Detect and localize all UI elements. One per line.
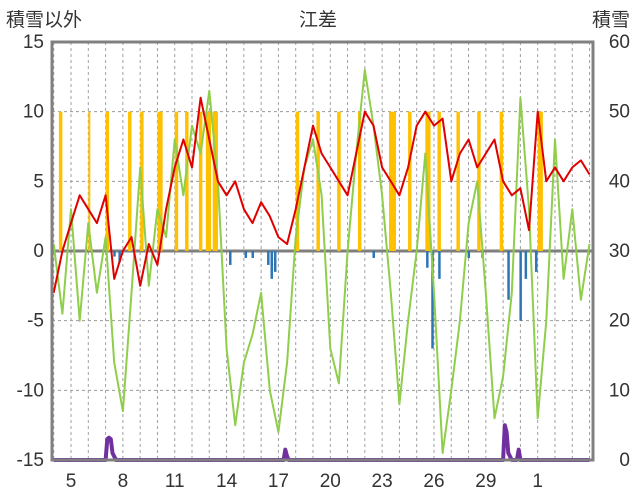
- left-tick-label: 15: [23, 32, 44, 53]
- precipitation-bar: [244, 251, 248, 258]
- temperature-line: [52, 68, 591, 454]
- left-tick-label: -10: [17, 380, 44, 401]
- sunshine-bar: [408, 111, 412, 252]
- right-tick-label: 30: [609, 241, 630, 262]
- sunshine-bar: [499, 111, 504, 252]
- gridlines: [52, 42, 593, 460]
- sunshine-bar: [157, 111, 163, 252]
- sunshine-bar: [174, 111, 179, 252]
- sunshine-bar: [389, 111, 396, 252]
- precipitation-bar: [251, 251, 254, 258]
- precipitation-bar: [273, 251, 277, 272]
- x-tick-label: 29: [475, 471, 496, 492]
- left-tick-label: -5: [27, 311, 44, 332]
- left-tick-label: -15: [17, 450, 44, 471]
- right-tick-label: 50: [609, 102, 630, 123]
- x-tick-label: 14: [216, 471, 238, 492]
- precipitation-bar: [431, 251, 434, 349]
- left-tick-label: 5: [33, 171, 44, 192]
- precipitation-bar: [229, 251, 232, 265]
- right-tick-label: 60: [609, 32, 630, 53]
- sunshine-bar: [295, 111, 300, 252]
- precipitation-bar: [270, 251, 274, 279]
- precipitation-bar: [438, 251, 441, 279]
- sunshine-bar: [128, 111, 132, 252]
- precipitation-bar: [507, 251, 510, 300]
- right-tick-label: 10: [609, 380, 630, 401]
- plot-frame: [50, 40, 595, 462]
- sunshine-bar: [185, 111, 189, 252]
- sunshine-bar: [357, 111, 362, 252]
- precipitation-bar: [524, 251, 528, 279]
- x-tick-label: 23: [372, 471, 393, 492]
- precipitation-bar: [426, 251, 429, 268]
- left-axis-label: 積雪以外: [6, 9, 82, 31]
- right-tick-label: 0: [619, 450, 630, 471]
- x-tick-label: 1: [532, 471, 543, 492]
- sunshine-bar: [212, 111, 218, 252]
- x-tick-label: 8: [118, 471, 129, 492]
- wind-line: [52, 96, 591, 294]
- x-tick-label: 5: [66, 471, 77, 492]
- precipitation-bar: [118, 251, 121, 263]
- precipitation-bar: [113, 251, 116, 257]
- sunshine-bar: [477, 111, 481, 252]
- precipitation-bar: [372, 251, 375, 258]
- snow_depth-line: [53, 423, 590, 462]
- sunshine-bar: [456, 111, 460, 252]
- left-tick-label: 10: [23, 102, 44, 123]
- x-tick-label: 20: [320, 471, 341, 492]
- x-tick-label: 11: [165, 471, 185, 492]
- sunshine-bar: [205, 111, 212, 252]
- sunshine-bar: [316, 111, 320, 252]
- chart-title: 江差: [299, 9, 337, 31]
- precipitation-bar: [534, 251, 538, 272]
- sunshine-bar: [437, 111, 441, 252]
- precipitation-bar: [519, 251, 522, 321]
- right-tick-label: 40: [609, 171, 630, 192]
- precipitation-bars: [113, 251, 538, 349]
- right-axis-label: 積雪: [592, 9, 630, 31]
- sunshine-bar: [198, 111, 203, 252]
- left-tick-label: 0: [33, 241, 44, 262]
- x-tick-label: 26: [423, 471, 444, 492]
- sunshine-bar: [88, 111, 91, 252]
- precipitation-bar: [267, 251, 270, 265]
- sunshine-bar: [105, 111, 110, 252]
- sunshine-bar: [58, 111, 63, 252]
- right-tick-label: 20: [609, 311, 630, 332]
- sunshine-bar: [537, 111, 543, 252]
- x-tick-label: 17: [268, 471, 289, 492]
- precipitation-bar: [467, 251, 471, 258]
